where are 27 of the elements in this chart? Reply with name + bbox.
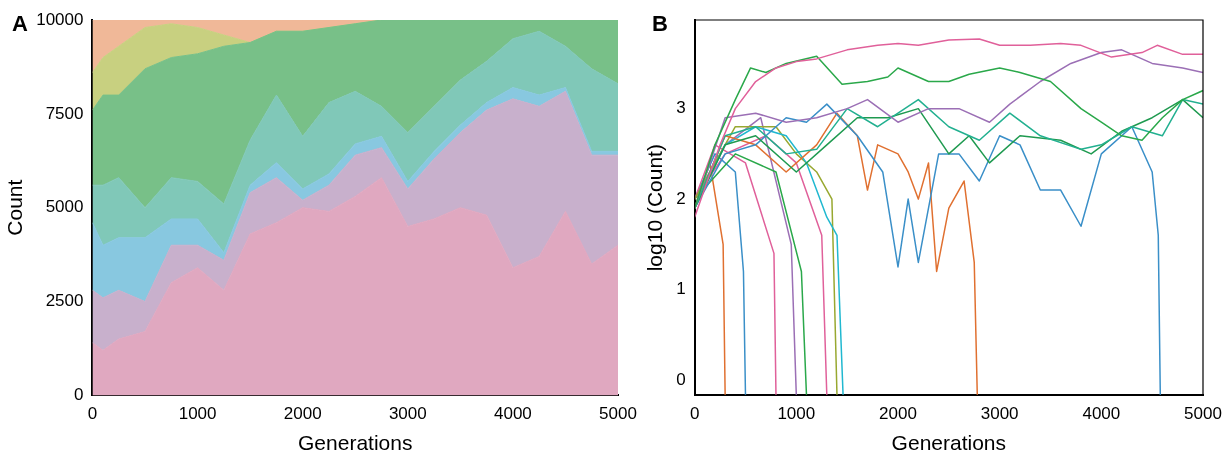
y-tick-label: 7500 [45, 103, 84, 123]
chart-title: A [12, 11, 28, 37]
x-tick-label: 5000 [1184, 404, 1222, 424]
chart-title: B [652, 11, 668, 37]
x-tick-label: 2000 [283, 404, 322, 424]
y-axis-title: Count [3, 179, 27, 236]
x-axis-title: Generations [891, 431, 1007, 455]
x-tick-label: 0 [87, 404, 98, 424]
y-axis-title: log10 (Count) [643, 144, 667, 272]
y-tick-label: 2500 [45, 291, 84, 311]
x-tick-label: 1000 [178, 404, 217, 424]
y-tick-label: 10000 [36, 9, 84, 29]
y-tick-label: 0 [676, 369, 686, 389]
y-tick-label: 5000 [45, 197, 84, 217]
x-tick-label: 4000 [1082, 404, 1121, 424]
x-tick-label: 4000 [493, 404, 532, 424]
x-tick-label: 3000 [388, 404, 427, 424]
y-tick-label: 2 [676, 188, 686, 208]
x-tick-label: 5000 [599, 404, 637, 424]
x-tick-label: 0 [689, 404, 700, 424]
y-tick-label: 0 [74, 385, 84, 405]
x-axis-title: Generations [298, 431, 413, 455]
x-tick-label: 1000 [777, 404, 816, 424]
x-tick-label: 3000 [980, 404, 1019, 424]
y-tick-label: 3 [676, 98, 686, 118]
x-tick-label: 2000 [879, 404, 917, 424]
y-tick-label: 1 [676, 279, 686, 299]
